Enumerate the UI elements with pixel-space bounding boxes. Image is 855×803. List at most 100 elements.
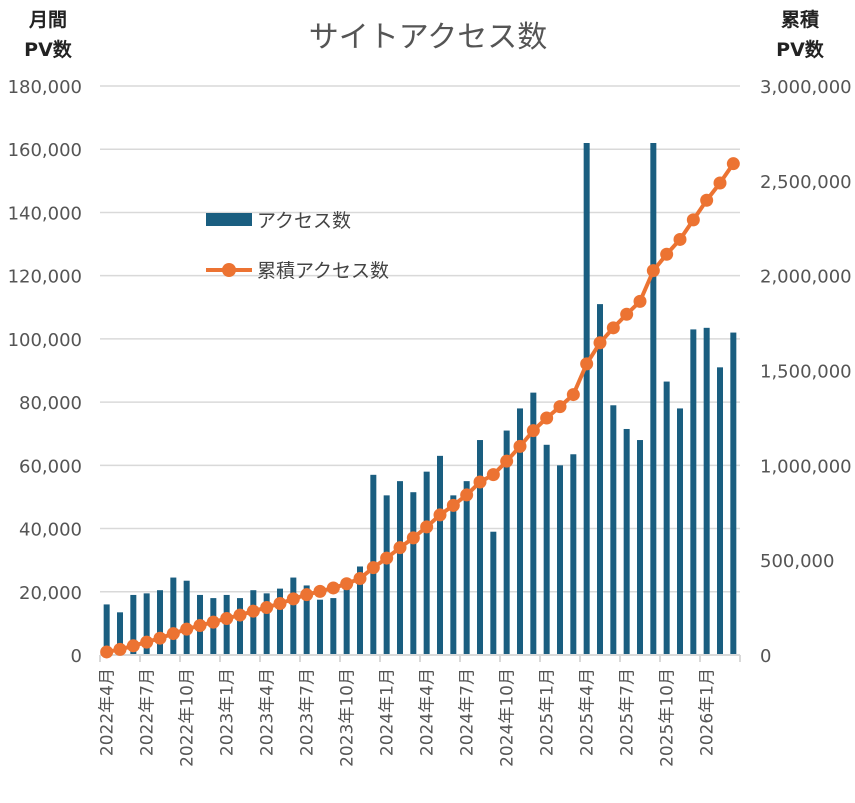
- right-tick-label: 3,000,000: [760, 77, 852, 98]
- bar: [357, 566, 363, 655]
- line-point: [713, 176, 727, 190]
- x-tick-label: 2023年7月: [298, 668, 318, 756]
- left-tick-label: 20,000: [19, 583, 82, 604]
- line-point: [566, 388, 580, 402]
- bar: [477, 440, 483, 655]
- gridlines: [100, 85, 740, 593]
- bar: [717, 367, 723, 655]
- left-tick-label: 0: [71, 646, 82, 667]
- bar: [263, 593, 270, 655]
- right-tick-label: 2,000,000: [760, 267, 852, 288]
- left-y-axis: 0 20,000 40,000 60,000 80,000 100,000 120,000 1…: [8, 77, 82, 667]
- bar: [170, 577, 177, 655]
- right-tick-label: 2,500,000: [760, 172, 852, 193]
- x-tick-label: 2025年4月: [578, 668, 598, 756]
- line-point: [100, 645, 114, 659]
- bar: [530, 392, 537, 655]
- left-tick-label: 140,000: [8, 203, 82, 224]
- bar: [730, 332, 737, 655]
- line-point: [153, 631, 167, 645]
- legend-line-label: 累積アクセス数: [257, 260, 389, 282]
- right-tick-label: 1,500,000: [760, 362, 852, 383]
- x-tick-label: 2023年4月: [258, 668, 278, 756]
- x-tick-label: 2023年10月: [338, 668, 358, 767]
- bar: [650, 143, 657, 655]
- line-point: [726, 157, 740, 171]
- bar: [437, 455, 443, 655]
- line-point: [646, 264, 660, 278]
- line-point: [500, 454, 514, 468]
- bar: [130, 594, 137, 655]
- x-tick-label: 2025年1月: [538, 668, 558, 756]
- bar: [490, 531, 497, 655]
- line-point: [113, 642, 127, 656]
- bar: [690, 329, 697, 655]
- line-point: [273, 597, 287, 611]
- right-axis-title-line1: 累積: [781, 8, 819, 31]
- line-point: [326, 581, 340, 595]
- line-point: [513, 439, 527, 453]
- line-point: [313, 584, 327, 598]
- line-series: [100, 157, 740, 659]
- line-point: [673, 232, 687, 246]
- left-axis-title-line1: 月間: [28, 9, 67, 31]
- bar: [677, 408, 683, 655]
- bar: [157, 590, 163, 655]
- bar: [597, 304, 603, 655]
- line-point: [473, 475, 487, 489]
- bar: [543, 444, 550, 655]
- line-point: [620, 307, 634, 321]
- x-tick-label: 2026年1月: [698, 668, 718, 756]
- line-point: [686, 213, 700, 227]
- line-point: [393, 541, 407, 555]
- bar: [570, 454, 577, 655]
- bar: [143, 593, 150, 655]
- x-tick-label: 2024年4月: [418, 668, 438, 756]
- x-tick-label: 2022年7月: [138, 668, 158, 756]
- line-point: [353, 571, 367, 585]
- bar: [610, 405, 617, 655]
- right-tick-label: 1,000,000: [760, 456, 852, 477]
- left-tick-label: 60,000: [19, 456, 82, 477]
- legend: アクセス数 累積アクセス数: [206, 210, 389, 282]
- left-tick-label: 40,000: [19, 520, 82, 541]
- bar: [397, 481, 403, 655]
- line-point: [633, 294, 647, 308]
- line-point: [580, 357, 594, 371]
- line-point: [300, 588, 314, 602]
- line-point: [140, 635, 154, 649]
- x-tick-label: 2025年10月: [658, 668, 678, 767]
- line-point: [540, 411, 554, 425]
- line-point: [260, 600, 274, 614]
- line-point: [420, 520, 434, 534]
- line-point: [486, 468, 500, 482]
- x-tick-label: 2025年7月: [618, 668, 638, 756]
- bar: [663, 381, 670, 655]
- x-tick-label: 2023年1月: [218, 668, 238, 756]
- line-point: [233, 608, 247, 622]
- left-tick-label: 80,000: [19, 393, 82, 414]
- line-point: [193, 619, 207, 633]
- line-point: [340, 577, 354, 591]
- chart-title: サイトアクセス数: [309, 20, 548, 55]
- right-tick-label: 0: [760, 646, 771, 667]
- bar: [383, 495, 390, 655]
- line-point: [366, 561, 380, 575]
- left-tick-label: 120,000: [8, 267, 82, 288]
- bar: [423, 471, 430, 655]
- right-y-axis: 0 500,000 1,000,000 1,500,000 2,000,000 2,500…: [760, 77, 852, 667]
- bar: [183, 580, 190, 655]
- x-tick-label: 2022年10月: [178, 668, 198, 767]
- bar: [317, 599, 323, 655]
- left-axis-title-line2: PV数: [24, 38, 73, 61]
- legend-line-marker: [222, 263, 236, 277]
- bar: [637, 440, 643, 655]
- line-point: [180, 622, 194, 636]
- bar: [623, 428, 630, 655]
- line-point: [700, 193, 714, 207]
- line-point: [553, 400, 567, 414]
- line-point: [446, 498, 460, 512]
- line-point: [526, 424, 540, 438]
- line-point: [220, 611, 234, 625]
